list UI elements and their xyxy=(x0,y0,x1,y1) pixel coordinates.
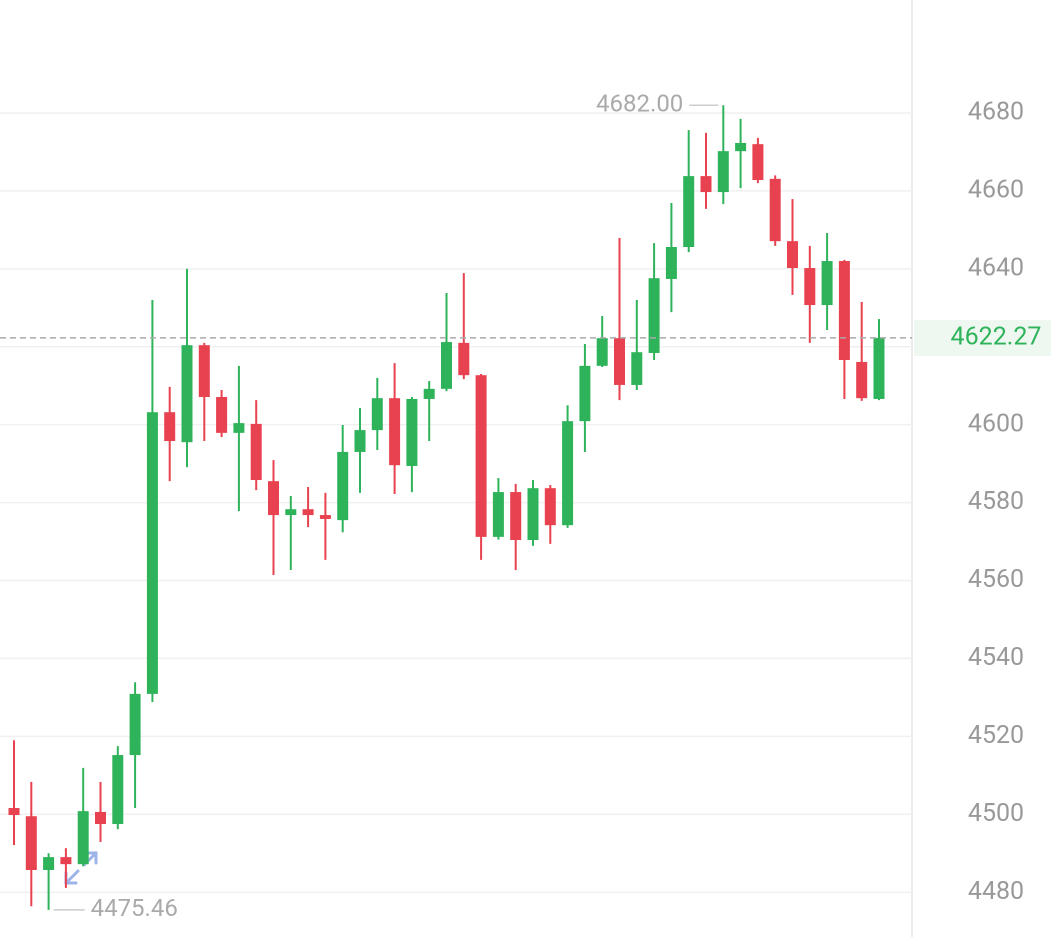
candle-body xyxy=(268,481,279,516)
candle-body xyxy=(389,398,401,466)
max-annotation: 4682.00 xyxy=(596,90,683,118)
candle-body xyxy=(371,398,383,431)
candle-body xyxy=(198,345,210,398)
candle-body xyxy=(856,361,868,399)
candle-body xyxy=(441,342,452,389)
candle-body xyxy=(735,142,747,152)
candle-body xyxy=(873,337,885,399)
candle-body xyxy=(146,412,158,694)
candle-body xyxy=(821,261,833,306)
y-tick-label: 4540 xyxy=(968,643,1024,672)
candle-body xyxy=(319,515,331,519)
candle-body xyxy=(665,247,677,279)
candle-body xyxy=(752,144,764,180)
candle-body xyxy=(838,261,850,360)
candle-body xyxy=(354,430,366,452)
candle-body xyxy=(77,811,89,865)
candle-body xyxy=(700,176,712,193)
y-tick-label: 4660 xyxy=(968,176,1024,205)
candle-body xyxy=(804,268,816,306)
candle-body xyxy=(112,755,124,825)
candle-body xyxy=(683,176,695,248)
candle-body xyxy=(43,857,55,870)
candle-body xyxy=(648,278,660,353)
candle-body xyxy=(510,492,522,540)
candle-body xyxy=(25,816,37,870)
candle-body xyxy=(423,388,435,399)
y-tick-label: 4560 xyxy=(968,565,1024,594)
candle-body xyxy=(717,151,729,193)
candle-body xyxy=(60,857,72,865)
candle-body xyxy=(233,423,245,433)
candle-body xyxy=(302,509,314,516)
y-tick-label: 4520 xyxy=(968,721,1024,750)
candle-body xyxy=(285,509,297,516)
min-annotation: 4475.46 xyxy=(91,894,178,922)
candle-body xyxy=(527,488,539,540)
y-tick-label: 4480 xyxy=(968,877,1024,906)
candle-body xyxy=(631,352,643,385)
candle-body xyxy=(95,811,106,825)
candle-body xyxy=(337,451,349,521)
last-price-label: 4622.27 xyxy=(951,323,1042,352)
candle-body xyxy=(787,241,798,269)
candle-body xyxy=(492,492,504,537)
candle-body xyxy=(181,345,193,443)
y-tick-label: 4640 xyxy=(968,253,1024,282)
y-tick-label: 4680 xyxy=(968,98,1024,127)
candle-body xyxy=(458,342,470,376)
candle-body xyxy=(129,693,141,756)
y-tick-label: 4600 xyxy=(968,409,1024,438)
candle-body xyxy=(406,398,418,466)
candle-body xyxy=(562,421,574,526)
candle-body xyxy=(250,423,262,480)
candle-body xyxy=(579,365,591,422)
candle-body xyxy=(596,338,608,366)
y-tick-label: 4500 xyxy=(968,799,1024,828)
candle-body xyxy=(8,808,20,816)
candle-body xyxy=(164,412,176,442)
last-price-box xyxy=(914,319,1051,356)
candle-body xyxy=(614,338,625,385)
candle-body xyxy=(544,488,556,526)
y-tick-label: 4580 xyxy=(968,487,1024,516)
candle-body xyxy=(475,375,487,537)
candle-body xyxy=(216,397,228,433)
candle-body xyxy=(769,178,781,242)
